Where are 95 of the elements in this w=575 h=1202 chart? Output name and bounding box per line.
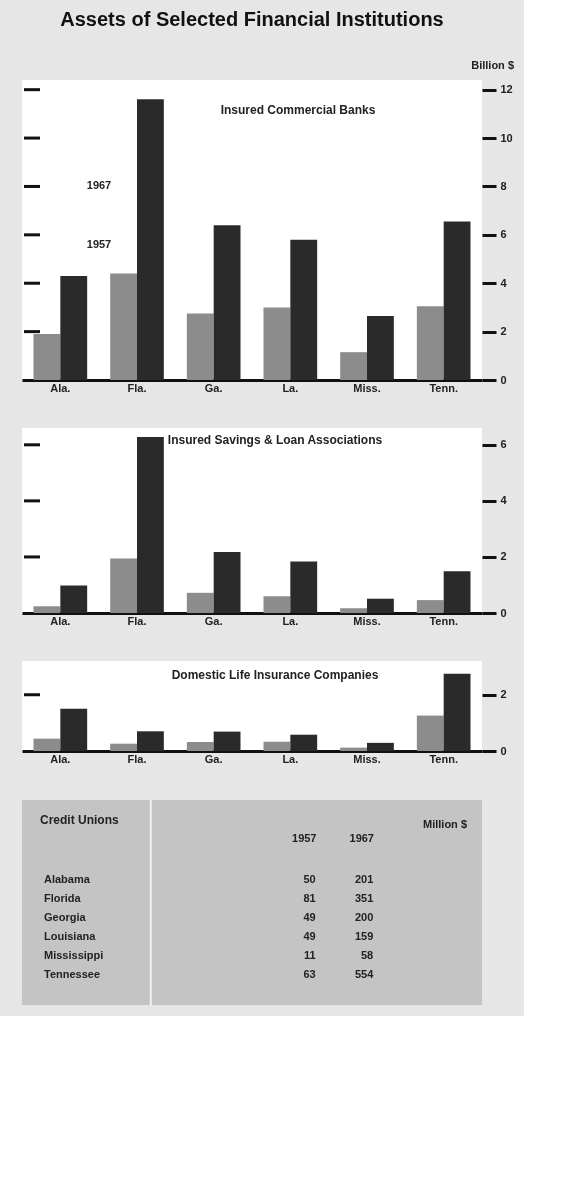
bar	[33, 606, 61, 613]
category-label: Louisiana	[44, 930, 97, 943]
annotation: 1957	[86, 237, 112, 250]
x-tick-label: Fla.	[127, 381, 147, 394]
bar	[443, 221, 471, 380]
bar	[416, 306, 444, 380]
y-tick-label: 12	[500, 83, 513, 96]
data-label: 81	[303, 891, 316, 904]
x-tick-label: La.	[282, 614, 299, 627]
y-tick-label: 2	[500, 325, 507, 338]
bar	[137, 99, 164, 380]
category-label: Georgia	[44, 910, 87, 923]
category-label: Mississippi	[44, 949, 104, 962]
text: Million $	[423, 818, 467, 830]
bar	[263, 596, 291, 613]
y-tick-label: 6	[500, 438, 507, 451]
y-tick-label: 4	[500, 494, 508, 507]
data-label: 351	[354, 891, 374, 904]
text: Credit Unions	[40, 813, 119, 827]
x-tick-label: Ala.	[50, 614, 71, 627]
bar	[290, 734, 318, 751]
bar	[60, 275, 88, 380]
bar	[290, 239, 318, 380]
bar	[110, 273, 137, 380]
category-label: Florida	[44, 891, 82, 904]
y-tick-label: 8	[500, 179, 507, 192]
data-label: 11	[304, 949, 316, 962]
data-label: 159	[354, 930, 374, 943]
x-tick-label: Ga.	[204, 381, 223, 394]
x-tick-label: Tenn.	[429, 381, 458, 394]
y-tick-label: 2	[500, 688, 507, 701]
x-tick-label: Fla.	[127, 614, 147, 627]
bar	[186, 313, 214, 380]
data-label: 554	[354, 968, 375, 981]
category-label: Alabama	[44, 872, 91, 885]
bar	[60, 585, 88, 613]
x-tick-label: Ala.	[50, 752, 71, 765]
data-label: 50	[303, 872, 316, 885]
bar	[186, 742, 214, 751]
bar	[367, 315, 394, 380]
x-tick-label: Miss.	[353, 614, 381, 627]
y-tick-label: 0	[500, 744, 507, 757]
bar	[213, 551, 241, 613]
x-tick-label: Tenn.	[429, 752, 458, 765]
bar	[137, 731, 164, 751]
bar	[367, 742, 394, 751]
bar	[213, 225, 241, 380]
x-tick-label: Ga.	[204, 614, 223, 627]
bar	[60, 708, 88, 751]
data-label: 58	[361, 949, 374, 962]
y-tick-label: 10	[500, 131, 513, 144]
data-label: 200	[354, 910, 374, 923]
y-tick-label: 6	[500, 228, 507, 241]
bar	[263, 741, 291, 751]
bar	[416, 715, 444, 751]
bar	[186, 592, 214, 613]
x-tick-label: Tenn.	[429, 614, 458, 627]
x-tick-label: Miss.	[353, 381, 381, 394]
x-tick-label: La.	[282, 381, 299, 394]
x-tick-label: La.	[282, 752, 299, 765]
x-tick-label: Miss.	[353, 752, 381, 765]
bar	[137, 436, 164, 613]
x-tick-label: Fla.	[127, 752, 147, 765]
text: Domestic Life Insurance Companies	[171, 668, 379, 682]
chart-title: Insured Savings & Loan Associations	[167, 433, 383, 447]
data-label: 49	[303, 910, 316, 923]
x-tick-label: Ala.	[50, 381, 71, 394]
y-tick-label: 2	[500, 550, 507, 563]
text: Insured Commercial Banks	[220, 103, 376, 117]
data-label: 49	[303, 930, 316, 943]
bar	[340, 608, 367, 613]
bar	[290, 561, 318, 613]
data-label: 201	[354, 872, 374, 885]
data-label: 63	[303, 968, 316, 981]
bar	[33, 334, 61, 380]
annotation: 1967	[86, 179, 112, 192]
bar	[367, 598, 394, 613]
y-tick-label: 0	[500, 606, 507, 619]
category-label: Tennessee	[44, 968, 101, 981]
bar	[263, 307, 291, 380]
series-label: 1957	[292, 831, 317, 844]
chart-title: Assets of Selected Financial Institutions	[60, 8, 444, 30]
bar	[443, 571, 471, 613]
y-tick-label: 4	[500, 276, 508, 289]
bar	[416, 600, 444, 613]
bar	[213, 731, 241, 751]
bar	[33, 738, 61, 751]
bar	[110, 743, 137, 751]
x-tick-label: Ga.	[204, 752, 223, 765]
bar	[443, 673, 471, 751]
y-axis-title: Billion $	[471, 59, 514, 71]
y-tick-label: 0	[500, 373, 507, 386]
text: 1967	[349, 831, 374, 844]
bar	[340, 352, 367, 380]
bar	[110, 558, 137, 613]
